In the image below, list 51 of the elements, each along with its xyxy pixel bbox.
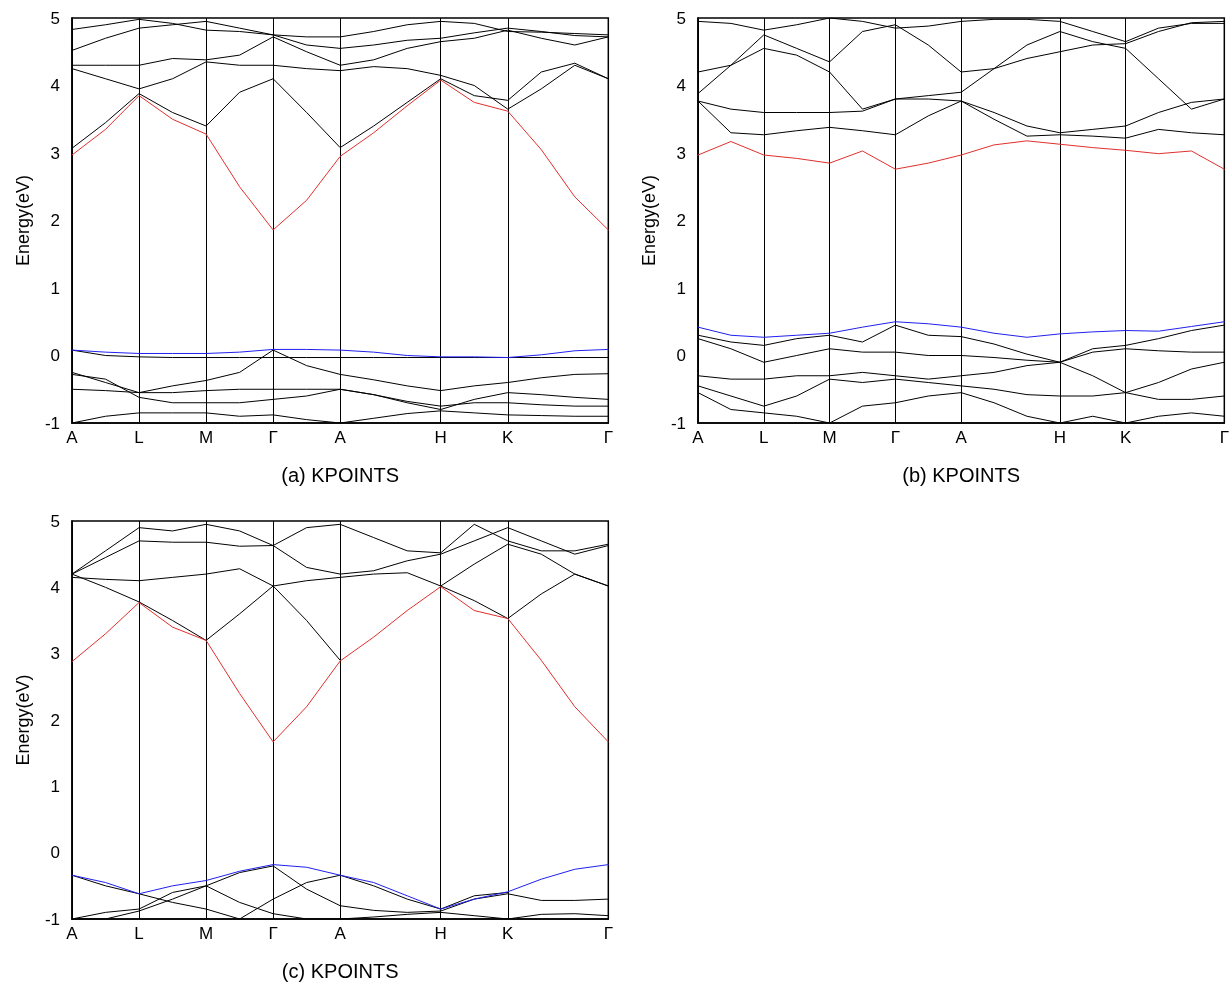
y-tick-label: 3 [50, 644, 60, 664]
y-tick-label: -1 [670, 413, 686, 433]
y-tick-label: 0 [676, 346, 686, 365]
x-tick-label: Γ [603, 428, 614, 447]
x-tick-label: H [434, 924, 447, 943]
x-tick-label: H [434, 428, 447, 447]
x-tick-label: A [692, 428, 705, 447]
x-tick-label: L [759, 428, 769, 447]
y-tick-label: 0 [50, 346, 60, 365]
x-tick-label: K [502, 924, 515, 943]
y-tick-label: 2 [50, 211, 60, 230]
x-tick-label: M [822, 428, 837, 447]
x-tick-label: L [134, 428, 144, 447]
y-tick-label: 5 [50, 511, 60, 531]
y-tick-label: 4 [50, 76, 60, 95]
x-tick-label: Γ [1219, 428, 1230, 447]
x-tick-label: K [1119, 428, 1132, 447]
x-axis-title: (b) KPOINTS [902, 464, 1021, 486]
x-tick-label: Γ [268, 428, 278, 447]
x-tick-label: A [66, 428, 79, 447]
y-tick-label: 5 [50, 8, 60, 28]
x-tick-label: Γ [603, 924, 614, 943]
y-tick-label: 5 [676, 8, 686, 28]
y-axis-title: Energy(eV) [639, 174, 659, 267]
x-axis-title: (a) KPOINTS [281, 464, 400, 486]
y-tick-label: -1 [44, 909, 60, 929]
y-tick-label: 1 [676, 278, 686, 298]
x-tick-label: A [334, 428, 347, 447]
y-tick-label: 1 [50, 278, 60, 298]
x-tick-label: A [955, 428, 968, 447]
y-tick-label: -1 [44, 413, 60, 433]
y-tick-label: 0 [50, 843, 60, 863]
x-tick-label: L [134, 924, 144, 943]
x-axis-title: (c) KPOINTS [281, 960, 399, 982]
y-tick-label: 4 [50, 577, 60, 597]
x-tick-label: M [198, 428, 214, 447]
x-tick-label: A [66, 924, 79, 943]
x-tick-label: Γ [890, 428, 901, 447]
y-tick-label: 1 [50, 776, 60, 796]
y-tick-label: 2 [50, 710, 60, 730]
x-tick-label: H [1053, 428, 1066, 447]
x-tick-label: A [334, 924, 347, 943]
y-axis-title: Energy(eV) [13, 674, 33, 766]
y-tick-label: 3 [676, 143, 686, 163]
x-tick-label: K [502, 428, 515, 447]
x-tick-label: M [198, 924, 214, 943]
y-tick-label: 2 [676, 211, 686, 230]
y-tick-label: 4 [676, 76, 686, 95]
x-tick-label: Γ [268, 924, 278, 943]
y-tick-label: 3 [50, 143, 60, 163]
y-axis-title: Energy(eV) [13, 174, 33, 267]
